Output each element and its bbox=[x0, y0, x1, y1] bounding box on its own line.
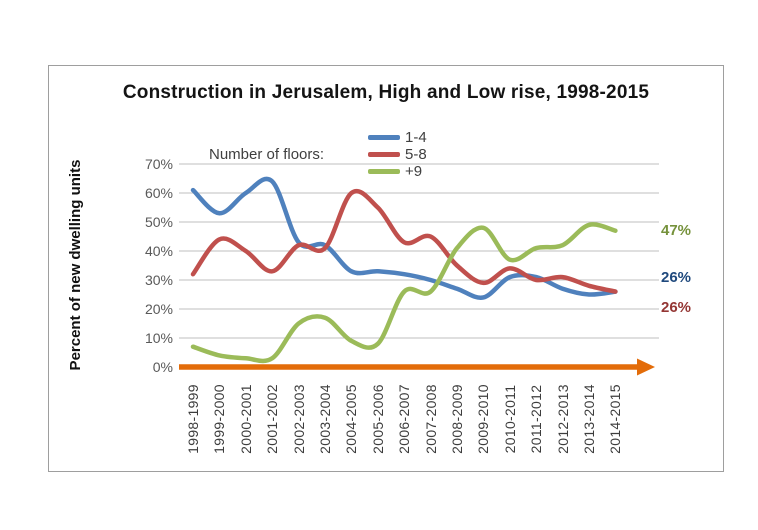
legend-line-swatch bbox=[368, 152, 401, 157]
end-label-5-8: 26% bbox=[661, 298, 692, 316]
legend-line-swatch bbox=[368, 169, 401, 174]
x-axis-line bbox=[179, 364, 637, 370]
x-tick-label: 2012-2013 bbox=[554, 384, 571, 454]
y-tick-label: 60% bbox=[144, 185, 173, 201]
legend-item-1-4: 1-4 bbox=[368, 129, 427, 146]
end-label-+9: 47% bbox=[661, 221, 692, 239]
y-tick-label: 50% bbox=[144, 214, 173, 230]
x-tick-label: 1999-2000 bbox=[211, 384, 228, 454]
legend-item-label: 5-8 bbox=[405, 146, 427, 163]
x-tick-label: 2005-2006 bbox=[369, 384, 386, 454]
y-tick-label: 70% bbox=[144, 156, 173, 172]
x-tick-label: 2014-2015 bbox=[607, 384, 624, 454]
x-tick-label: 1998-1999 bbox=[185, 384, 201, 454]
legend-item-label: 1-4 bbox=[405, 129, 427, 146]
x-tick-label: 2009-2010 bbox=[475, 384, 492, 454]
x-tick-label: 2004-2005 bbox=[343, 384, 360, 454]
legend-title: Number of floors: bbox=[209, 146, 325, 163]
x-tick-label: 2008-2009 bbox=[449, 384, 465, 454]
legend-items: 1-4 5-8 +9 bbox=[368, 129, 453, 180]
x-tick-label: 2001-2002 bbox=[264, 384, 281, 454]
x-tick-label: 2000-2001 bbox=[237, 384, 254, 454]
x-axis-arrowhead bbox=[637, 358, 655, 376]
x-tick-label: 2006-2007 bbox=[396, 384, 413, 454]
x-tick-label: 2003-2004 bbox=[317, 384, 333, 454]
series-line-5-8 bbox=[190, 188, 618, 294]
series-line-+9 bbox=[190, 222, 618, 364]
end-label-1-4: 26% bbox=[661, 268, 692, 286]
x-tick-label: 2013-2014 bbox=[581, 384, 597, 454]
legend-item-label: +9 bbox=[405, 163, 423, 180]
legend-item-5-8: 5-8 bbox=[368, 146, 427, 163]
x-tick-label: 2010-2011 bbox=[501, 384, 518, 454]
y-tick-label: 20% bbox=[144, 301, 173, 317]
y-tick-label: 10% bbox=[144, 330, 173, 346]
legend-line-swatch bbox=[368, 135, 401, 140]
plot-area bbox=[179, 163, 659, 376]
chart-container: Construction in Jerusalem, High and Low … bbox=[48, 65, 724, 472]
y-tick-label: 0% bbox=[152, 359, 173, 375]
legend-item-+9: +9 bbox=[368, 163, 427, 180]
y-tick-label: 40% bbox=[144, 243, 173, 259]
chart-title: Construction in Jerusalem, High and Low … bbox=[122, 82, 650, 103]
x-tick-label: 2007-2008 bbox=[422, 384, 439, 454]
x-tick-label: 2011-2012 bbox=[528, 384, 545, 454]
x-tick-label: 2002-2003 bbox=[290, 384, 307, 454]
y-tick-label: 30% bbox=[144, 272, 173, 288]
legend: Number of floors: 1-4 5-8 +9 bbox=[209, 129, 453, 180]
